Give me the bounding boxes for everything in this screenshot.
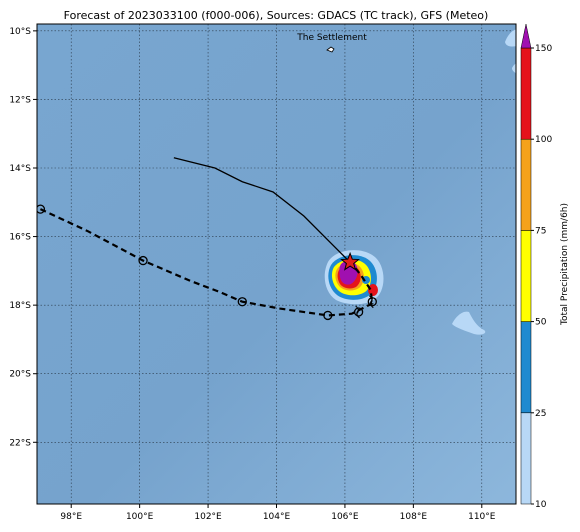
- colorbar-label: Total Precipitation (mm/6h): [560, 203, 570, 326]
- y-axis-ticks: 10°S 12°S 14°S 16°S 18°S 20°S 22°S: [9, 27, 37, 448]
- track-position-marker: [37, 204, 46, 214]
- precip-patch-northeast: [505, 29, 516, 47]
- christmas-island-coast: [326, 46, 335, 53]
- colorbar-tick-label: 25: [535, 409, 546, 419]
- track-position-marker: [237, 297, 247, 307]
- y-tick-label: 14°S: [9, 164, 31, 174]
- colorbar-extend-triangle: [520, 23, 532, 49]
- x-tick-label: 110°E: [468, 512, 496, 522]
- y-tick-label: 22°S: [9, 438, 31, 448]
- precip-patch-east: [452, 311, 486, 335]
- colorbar-segment: [520, 47, 532, 140]
- colorbar-tick-label: 75: [535, 226, 546, 236]
- forecast-track-line: [39, 208, 374, 317]
- map-layers: [37, 24, 516, 504]
- graticule: [37, 24, 516, 504]
- current-position-star-icon: [340, 251, 360, 271]
- colorbar-tick-label: 10: [535, 500, 547, 510]
- x-tick-label: 102°E: [194, 512, 222, 522]
- colorbar-tick-label: 50: [535, 318, 547, 328]
- colorbar-tick-label: 100: [535, 135, 552, 145]
- track-position-marker: [367, 295, 377, 309]
- colorbar-segment: [520, 138, 532, 231]
- precipitation-colorbar: 10 25 50 75 100 150: [520, 23, 552, 510]
- y-tick-label: 18°S: [9, 301, 31, 311]
- x-tick-label: 98°E: [60, 512, 82, 522]
- colorbar-segment: [520, 412, 532, 505]
- x-tick-label: 104°E: [263, 512, 291, 522]
- x-tick-label: 106°E: [331, 512, 359, 522]
- colorbar-segment: [520, 321, 532, 414]
- x-tick-label: 100°E: [126, 512, 154, 522]
- track-position-marker: [323, 310, 333, 321]
- colorbar-tick-label: 150: [535, 44, 552, 54]
- x-axis-ticks: 98°E 100°E 102°E 104°E 106°E 108°E 110°E: [60, 504, 496, 522]
- colorbar-segment: [520, 230, 532, 322]
- y-tick-label: 10°S: [9, 27, 31, 37]
- y-tick-label: 20°S: [9, 370, 31, 380]
- ocean-background: [37, 24, 516, 504]
- precip-patch-edge: [512, 63, 516, 74]
- cyclone-tracks: [37, 157, 377, 321]
- x-tick-label: 108°E: [400, 512, 428, 522]
- map-title: Forecast of 2023033100 (f000-006), Sourc…: [64, 9, 489, 22]
- track-position-marker: [353, 305, 364, 319]
- y-tick-label: 12°S: [9, 95, 31, 105]
- track-position-marker: [138, 255, 148, 266]
- precip-cell-red: [368, 284, 378, 296]
- observed-track-line: [173, 157, 349, 262]
- y-tick-label: 16°S: [9, 233, 31, 243]
- place-label: The Settlement: [296, 33, 367, 43]
